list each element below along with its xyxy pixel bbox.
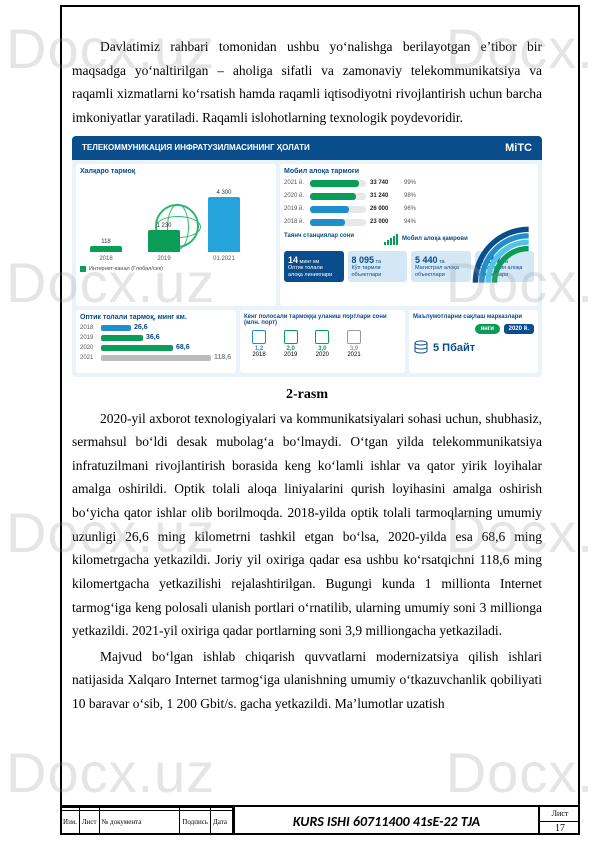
chart-title: ТЕЛЕКОММУНИКАЦИЯ ИНФРАТУЗИЛМАСИНИНГ ҲОЛА…	[82, 143, 310, 152]
hbar-row: 2020 й. 31 240 98%	[284, 190, 424, 203]
hbar-row: 2021 й. 33 740 99%	[284, 177, 424, 190]
right-panel-title: Мобил алоқа тармоғи	[284, 168, 534, 175]
bar-val: 4 300	[208, 190, 240, 196]
bar-val: 118	[90, 239, 122, 245]
paragraph-3: Majvud boʻlgan ishlab chiqarish quvvatla…	[72, 645, 542, 716]
course-title: KURS ISHI 60711400 41sE-22 TJA	[235, 807, 540, 835]
bar-year: 2018	[90, 256, 122, 262]
chart-logo: MiTC	[505, 142, 532, 154]
paragraph-1: Davlatimiz rahbari tomonidan ushbu yoʻna…	[72, 35, 542, 130]
hbar-row: 2019 й. 26 000 96%	[284, 203, 424, 216]
sub-label: Таянч станциялар сони	[284, 233, 354, 239]
rainbow-arc-icon	[470, 224, 534, 288]
info-box: 5 440 та Магистрал алоқаобъектлари	[411, 251, 471, 283]
footer-panel-optics: Оптик толали тармоқ, минг км. 201826,6 2…	[76, 310, 236, 373]
hbar-row: 2018 й. 23 000 94%	[284, 216, 424, 229]
bar-val: 1 230	[148, 223, 180, 229]
bar-year: 2019	[148, 256, 180, 262]
info-box: 8 095 та Кўп тармлиобъектлари	[348, 251, 408, 283]
footer-panel-ports: Кенг полосали тармоққа уланиш портлари с…	[240, 310, 405, 373]
signal-icon	[384, 233, 398, 245]
footer-panel-storage: Маълумотларни сақлаш марказлари янги 202…	[409, 310, 538, 373]
stamp-table: Изм.Лист№ документаПодписьДата	[60, 807, 235, 835]
database-icon	[413, 340, 429, 356]
info-box: 14 минг км Оптик толалиалоқа линиялари	[284, 251, 344, 283]
infographic-chart: ТЕЛЕКОММУНИКАЦИЯ ИНФРАТУЗИЛМАСИНИНГ ҲОЛА…	[72, 136, 542, 381]
paragraph-2: 2020-yil axborot texnologiyalari va komm…	[72, 407, 542, 643]
left-panel-title: Халқаро тармоқ	[80, 168, 272, 175]
bar-year: 01.2021	[208, 256, 240, 262]
title-block: Изм.Лист№ документаПодписьДата KURS ISHI…	[60, 805, 580, 835]
legend: Интернет-канал (Глобал/сек)	[80, 266, 272, 272]
figure-caption: 2-rasm	[72, 387, 542, 403]
page-number: Лист 17	[540, 807, 580, 835]
bar-chart: 118 2018 1 230 2019 4 300 01.2021	[80, 179, 272, 264]
sub-label: Мобил алоқа қамрови	[402, 236, 468, 242]
